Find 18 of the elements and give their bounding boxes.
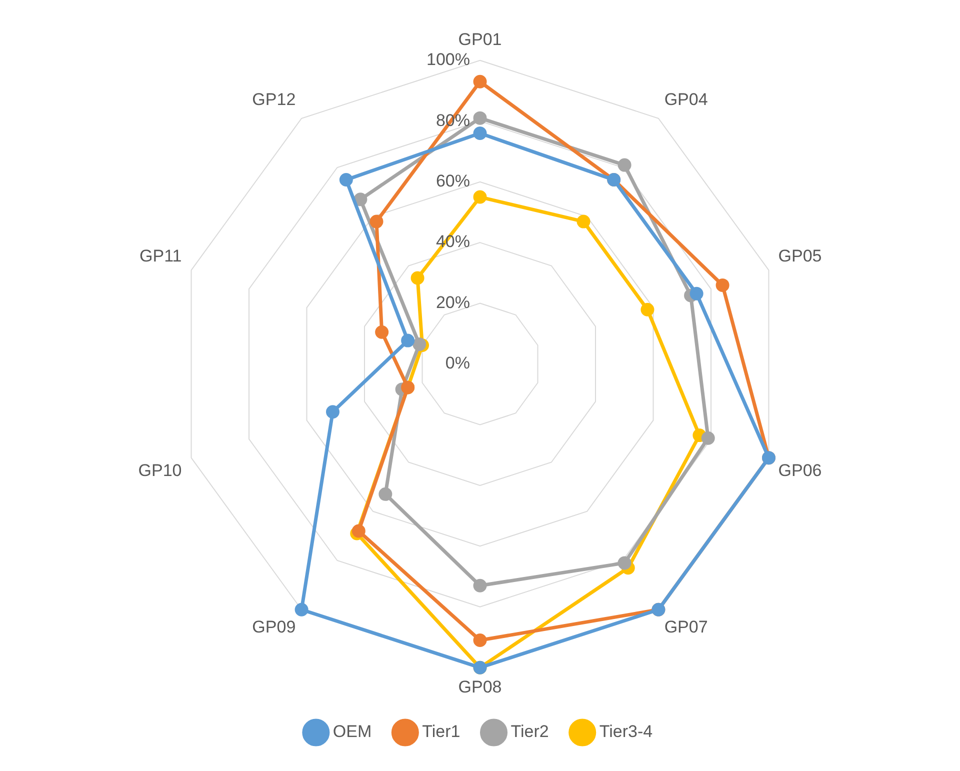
legend-label: Tier3-4 <box>599 722 653 742</box>
y-tick-label: 0% <box>445 354 470 373</box>
spoke-label: GP11 <box>140 246 182 266</box>
legend-label: Tier2 <box>510 722 549 742</box>
legend-label: Tier1 <box>422 722 460 742</box>
spoke-label: GP09 <box>252 618 296 637</box>
spoke-label: GP05 <box>778 246 822 266</box>
y-tick-label: 60% <box>436 172 470 191</box>
spoke-label: GP01 <box>458 30 502 49</box>
y-tick-label: 20% <box>436 292 470 312</box>
spoke-label: GP07 <box>664 618 708 637</box>
spoke-label: GP12 <box>252 90 296 109</box>
legend-label: OEM <box>332 722 372 742</box>
y-tick-label: 100% <box>426 50 470 70</box>
spoke-label: GP04 <box>664 90 708 109</box>
spoke-label: GP08 <box>458 677 502 696</box>
spoke-label: GP10 <box>138 460 182 480</box>
spoke-label: GP06 <box>778 460 822 480</box>
